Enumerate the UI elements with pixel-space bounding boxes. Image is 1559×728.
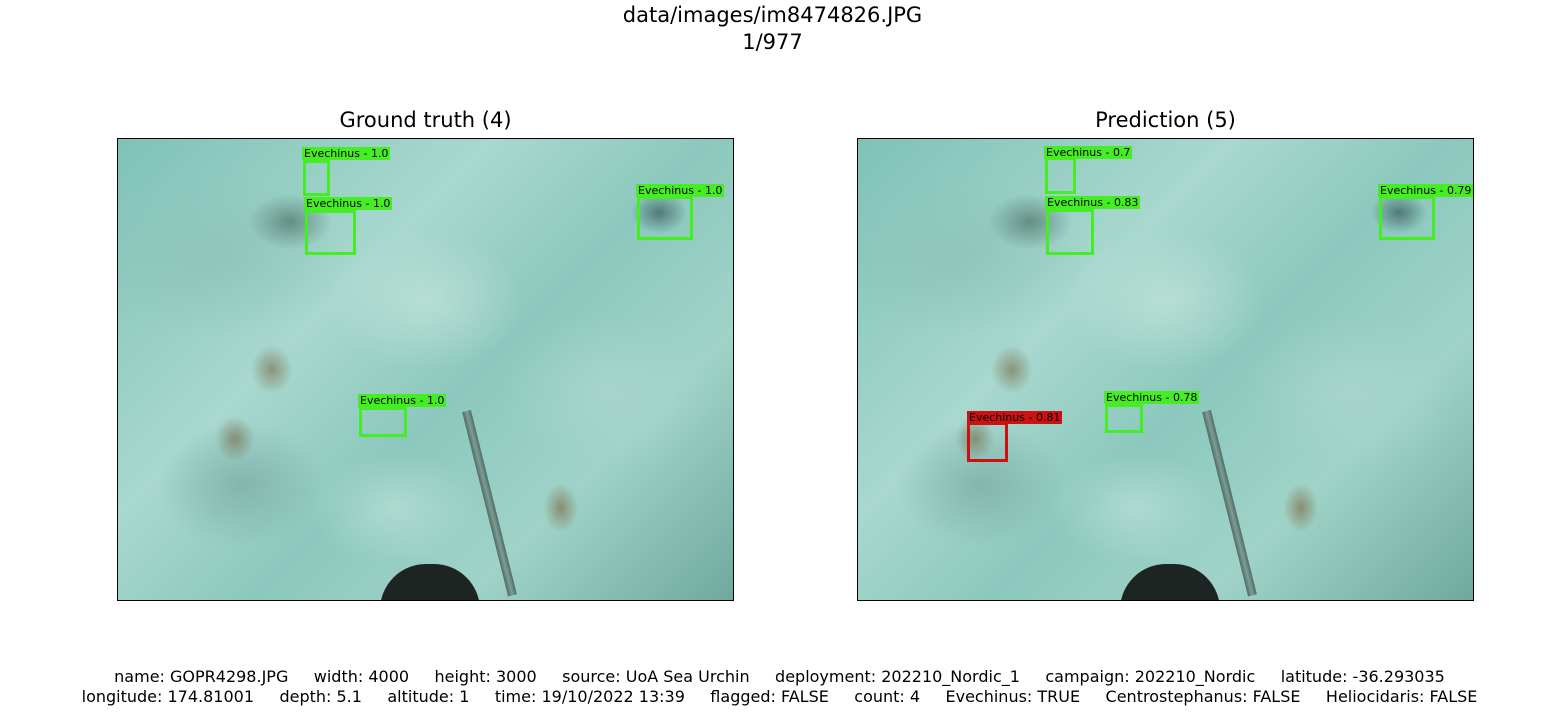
bbox-label: Evechinus - 1.0 <box>636 184 725 197</box>
metadata-line-2: longitude: 174.81001 depth: 5.1 altitude… <box>81 687 1478 706</box>
ground-truth-image: Evechinus - 1.0 Evechinus - 1.0 Evechinu… <box>117 138 734 601</box>
bounding-box <box>1046 209 1094 255</box>
figure-title: data/images/im8474826.JPG 1/977 <box>0 2 1545 56</box>
bbox-label: Evechinus - 0.81 <box>967 411 1063 424</box>
prediction-title: Prediction (5) <box>1095 108 1236 132</box>
bbox-label: Evechinus - 0.78 <box>1104 391 1200 404</box>
bbox-label: Evechinus - 1.0 <box>304 197 393 210</box>
bbox-label: Evechinus - 0.79 <box>1378 184 1473 197</box>
bounding-box <box>305 210 356 255</box>
bbox-label: Evechinus - 1.0 <box>302 147 391 160</box>
tether-rod <box>462 409 517 597</box>
bbox-label: Evechinus - 1.0 <box>358 394 447 407</box>
prediction-image: Evechinus - 0.7 Evechinus - 0.83 Evechin… <box>857 138 1474 601</box>
bounding-box <box>1045 157 1076 194</box>
bbox-label: Evechinus - 0.7 <box>1044 146 1133 159</box>
image-path: data/images/im8474826.JPG <box>622 3 923 27</box>
ground-truth-title: Ground truth (4) <box>339 108 512 132</box>
tether-rod <box>1202 409 1257 597</box>
bounding-box <box>1379 196 1435 240</box>
bbox-label: Evechinus - 0.83 <box>1045 196 1141 209</box>
metadata-line-1: name: GOPR4298.JPG width: 4000 height: 3… <box>114 667 1445 686</box>
bounding-box <box>359 407 407 437</box>
image-index: 1/977 <box>742 30 803 54</box>
bounding-box <box>637 196 693 240</box>
camera-housing <box>1120 564 1220 600</box>
bounding-box <box>303 160 330 196</box>
camera-housing <box>380 564 480 600</box>
bounding-box <box>967 422 1008 462</box>
bounding-box <box>1105 404 1143 433</box>
